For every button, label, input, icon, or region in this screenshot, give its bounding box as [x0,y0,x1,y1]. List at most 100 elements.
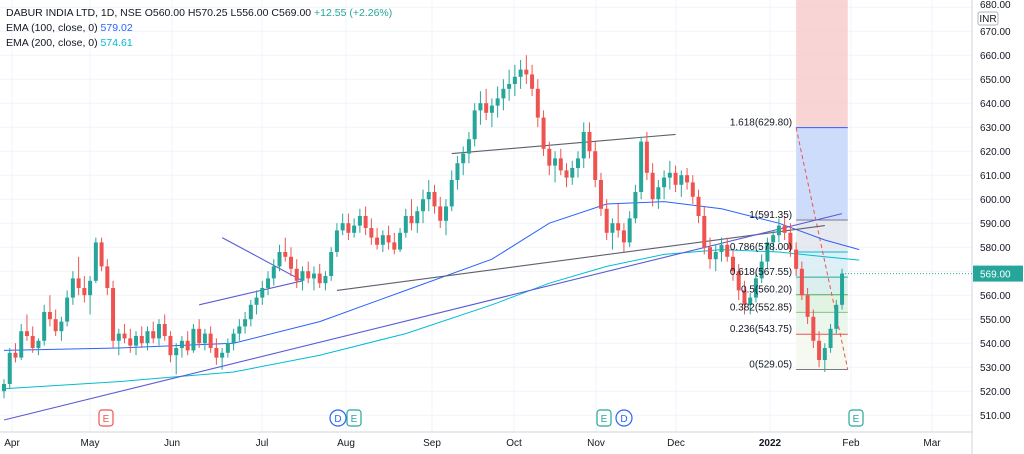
candle-down[interactable] [438,206,443,221]
candle-down[interactable] [650,172,655,200]
candle-up[interactable] [461,153,466,164]
candle-up[interactable] [472,110,477,140]
candle-up[interactable] [610,223,615,233]
candle-down[interactable] [484,103,489,113]
candle-down[interactable] [162,324,167,336]
candle-down[interactable] [128,338,133,346]
candle-down[interactable] [99,242,104,267]
candle-up[interactable] [59,321,64,332]
candle-down[interactable] [122,333,127,339]
candle-down[interactable] [317,273,322,284]
candle-up[interactable] [489,105,494,113]
time-axis[interactable]: Apr May Jun Jul Aug Sep Oct Nov Dec 2022 Feb Mar [0,431,972,449]
candle-up[interactable] [466,139,471,154]
candle-down[interactable] [197,328,202,344]
candle-down[interactable] [742,290,747,305]
candle-up[interactable] [329,252,334,276]
candle-up[interactable] [455,163,460,180]
candle-down[interactable] [696,196,701,216]
candle-up[interactable] [340,223,345,231]
candle-down[interactable] [817,340,822,360]
candle-up[interactable] [449,180,454,207]
candle-up[interactable] [220,352,225,358]
dividend-marker[interactable] [615,409,633,427]
candle-up[interactable] [495,98,500,106]
candle-up[interactable] [719,244,724,252]
candle-up[interactable] [656,187,661,200]
earnings-marker[interactable] [346,409,362,427]
candle-up[interactable] [179,340,184,348]
candle-up[interactable] [277,252,282,267]
candle-down[interactable] [788,232,793,250]
candle-down[interactable] [76,278,81,288]
candle-up[interactable] [352,225,357,233]
candle-up[interactable] [443,206,448,221]
candle-down[interactable] [375,237,380,245]
candle-up[interactable] [93,242,98,281]
candle-down[interactable] [392,242,397,250]
candle-up[interactable] [553,158,558,166]
earnings-marker[interactable] [848,409,864,427]
candle-down[interactable] [111,288,116,341]
candle-up[interactable] [42,312,47,341]
candle-up[interactable] [570,168,575,178]
candle-down[interactable] [363,216,368,228]
candle-up[interactable] [311,273,316,279]
candle-up[interactable] [518,69,523,77]
candle-down[interactable] [386,235,391,243]
candle-down[interactable] [289,256,293,269]
candle-up[interactable] [70,278,75,298]
ema200-legend[interactable]: EMA (200, close, 0) 574.61 [6,36,392,51]
candle-up[interactable] [2,384,6,392]
candle-up[interactable] [627,218,632,243]
candle-up[interactable] [271,266,276,279]
candle-up[interactable] [357,216,362,226]
candle-up[interactable] [512,76,517,84]
candle-down[interactable] [30,336,35,348]
candle-up[interactable] [822,348,827,360]
candle-down[interactable] [185,340,190,351]
candle-up[interactable] [776,225,781,236]
candle-down[interactable] [621,230,626,243]
candle-down[interactable] [306,271,311,279]
dividend-marker[interactable] [329,409,347,427]
candle-down[interactable] [208,333,213,348]
candle-down[interactable] [736,271,741,291]
candle-up[interactable] [834,304,839,329]
candle-up[interactable] [202,333,207,344]
candle-up[interactable] [156,324,161,339]
candle-up[interactable] [759,261,764,279]
candle-down[interactable] [432,192,437,207]
candle-up[interactable] [581,132,586,159]
candle-down[interactable] [53,319,58,332]
candle-down[interactable] [541,117,546,149]
ema100-legend[interactable]: EMA (100, close, 0) 579.02 [6,21,392,36]
trendline-grey[interactable] [451,133,676,155]
candle-up[interactable] [748,297,753,305]
candle-up[interactable] [260,288,265,298]
candle-up[interactable] [88,280,93,296]
candle-down[interactable] [369,228,374,238]
trendline-grey[interactable] [336,225,825,291]
candle-down[interactable] [558,158,563,171]
candle-up[interactable] [667,172,672,178]
candle-up[interactable] [380,235,385,245]
candle-up[interactable] [191,328,196,351]
candle-up[interactable] [174,348,179,356]
candle-down[interactable] [214,348,219,358]
last-price-badge[interactable] [973,265,1023,282]
fibonacci-retracement[interactable] [795,0,849,370]
candle-up[interactable] [421,199,426,212]
candle-down[interactable] [524,69,529,75]
candle-up[interactable] [507,84,512,89]
candle-down[interactable] [702,216,707,248]
candle-up[interactable] [501,88,506,99]
candle-down[interactable] [604,208,609,233]
earnings-marker[interactable] [596,409,612,427]
candle-down[interactable] [82,288,87,296]
candle-down[interactable] [409,216,414,224]
candle-down[interactable] [294,268,299,281]
candle-up[interactable] [231,333,236,344]
